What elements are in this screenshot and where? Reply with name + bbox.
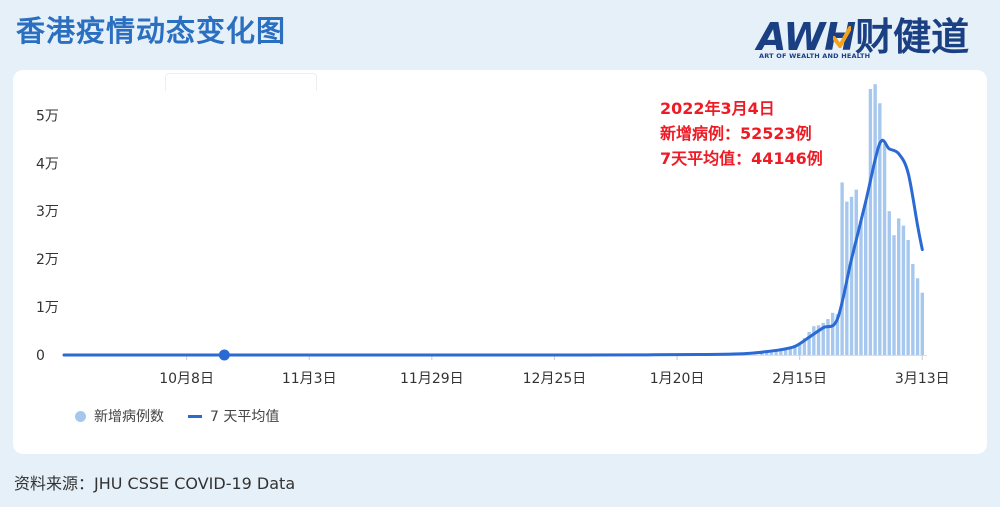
y-tick-label: 0 — [36, 348, 45, 364]
bar — [849, 196, 854, 355]
x-tick-label: 10月8日 — [159, 371, 214, 387]
chart-card: 0 1万 2万 3万 4万 5万 10月8日 11月3日 11月29日 12月25日 1月20日 2… — [13, 70, 987, 454]
bar — [920, 292, 924, 355]
y-tick-label: 4万 — [36, 156, 59, 172]
bar — [906, 239, 910, 355]
y-tick-label: 2万 — [36, 252, 59, 268]
timeline-marker-dot[interactable] — [218, 349, 230, 361]
bar — [863, 201, 868, 355]
page-title: 香港疫情动态变化图 — [16, 14, 287, 48]
x-tick-label: 2月15日 — [772, 371, 827, 387]
brand-logo: AWH财健道 ART OF WEALTH AND HEALTH — [757, 6, 989, 66]
annotation-date: 2022年3月4日 — [660, 99, 775, 118]
bar — [830, 312, 835, 355]
bar — [807, 331, 811, 355]
annotation-7day-avg: 7天平均值：44146例 — [660, 149, 823, 168]
legend-line-icon — [188, 414, 202, 418]
bar — [793, 344, 797, 355]
chart-svg: 0 1万 2万 3万 4万 5万 10月8日 11月3日 11月29日 12月25日 1月20日 2… — [36, 84, 950, 387]
card-tab-outline — [165, 73, 317, 91]
checkmark-icon — [833, 26, 851, 48]
x-tick-label: 12月25日 — [523, 371, 587, 387]
data-source-note: 资料来源：JHU CSSE COVID-19 Data — [14, 474, 296, 493]
y-tick-label: 1万 — [36, 300, 59, 316]
bar — [774, 349, 778, 355]
legend-label-line: 7 天平均值 — [210, 409, 280, 425]
bar — [868, 88, 873, 355]
chart-legend: 新增病例数 7 天平均值 — [75, 406, 279, 426]
bar — [779, 348, 783, 355]
peak-annotation: 2022年3月4日 新增病例：52523例 7天平均值：44146例 — [660, 96, 880, 171]
x-tick-label: 11月3日 — [282, 371, 337, 387]
bar — [915, 278, 920, 355]
bar — [769, 350, 774, 355]
bar — [783, 347, 788, 355]
bar — [901, 225, 906, 355]
bar — [897, 218, 901, 355]
bar — [816, 325, 821, 355]
bar — [878, 103, 882, 355]
bar — [892, 235, 896, 355]
bar — [840, 182, 844, 355]
bar — [802, 338, 807, 355]
bar — [826, 319, 830, 355]
logo-wordmark: AWH财健道 — [757, 15, 970, 59]
annotation-new-cases: 新增病例：52523例 — [660, 124, 812, 143]
x-tick-label: 3月13日 — [895, 371, 950, 387]
bar — [788, 346, 792, 355]
bar — [911, 263, 915, 355]
bar — [797, 343, 802, 355]
bar — [821, 322, 825, 355]
logo-tagline: ART OF WEALTH AND HEALTH — [759, 52, 871, 60]
bar — [859, 220, 863, 355]
bar — [882, 144, 887, 355]
x-tick-label: 11月29日 — [400, 371, 464, 387]
series-line-7day-avg — [62, 138, 924, 357]
y-tick-label: 5万 — [36, 108, 59, 124]
x-tick-label: 1月20日 — [650, 371, 705, 387]
bar — [764, 351, 769, 355]
bar — [812, 326, 816, 355]
bar — [873, 84, 877, 356]
legend-dot-icon — [75, 410, 86, 422]
bar — [854, 189, 858, 355]
bar — [887, 211, 891, 355]
bar — [835, 314, 840, 355]
y-tick-label: 3万 — [36, 204, 59, 220]
legend-label-bars: 新增病例数 — [94, 409, 164, 425]
